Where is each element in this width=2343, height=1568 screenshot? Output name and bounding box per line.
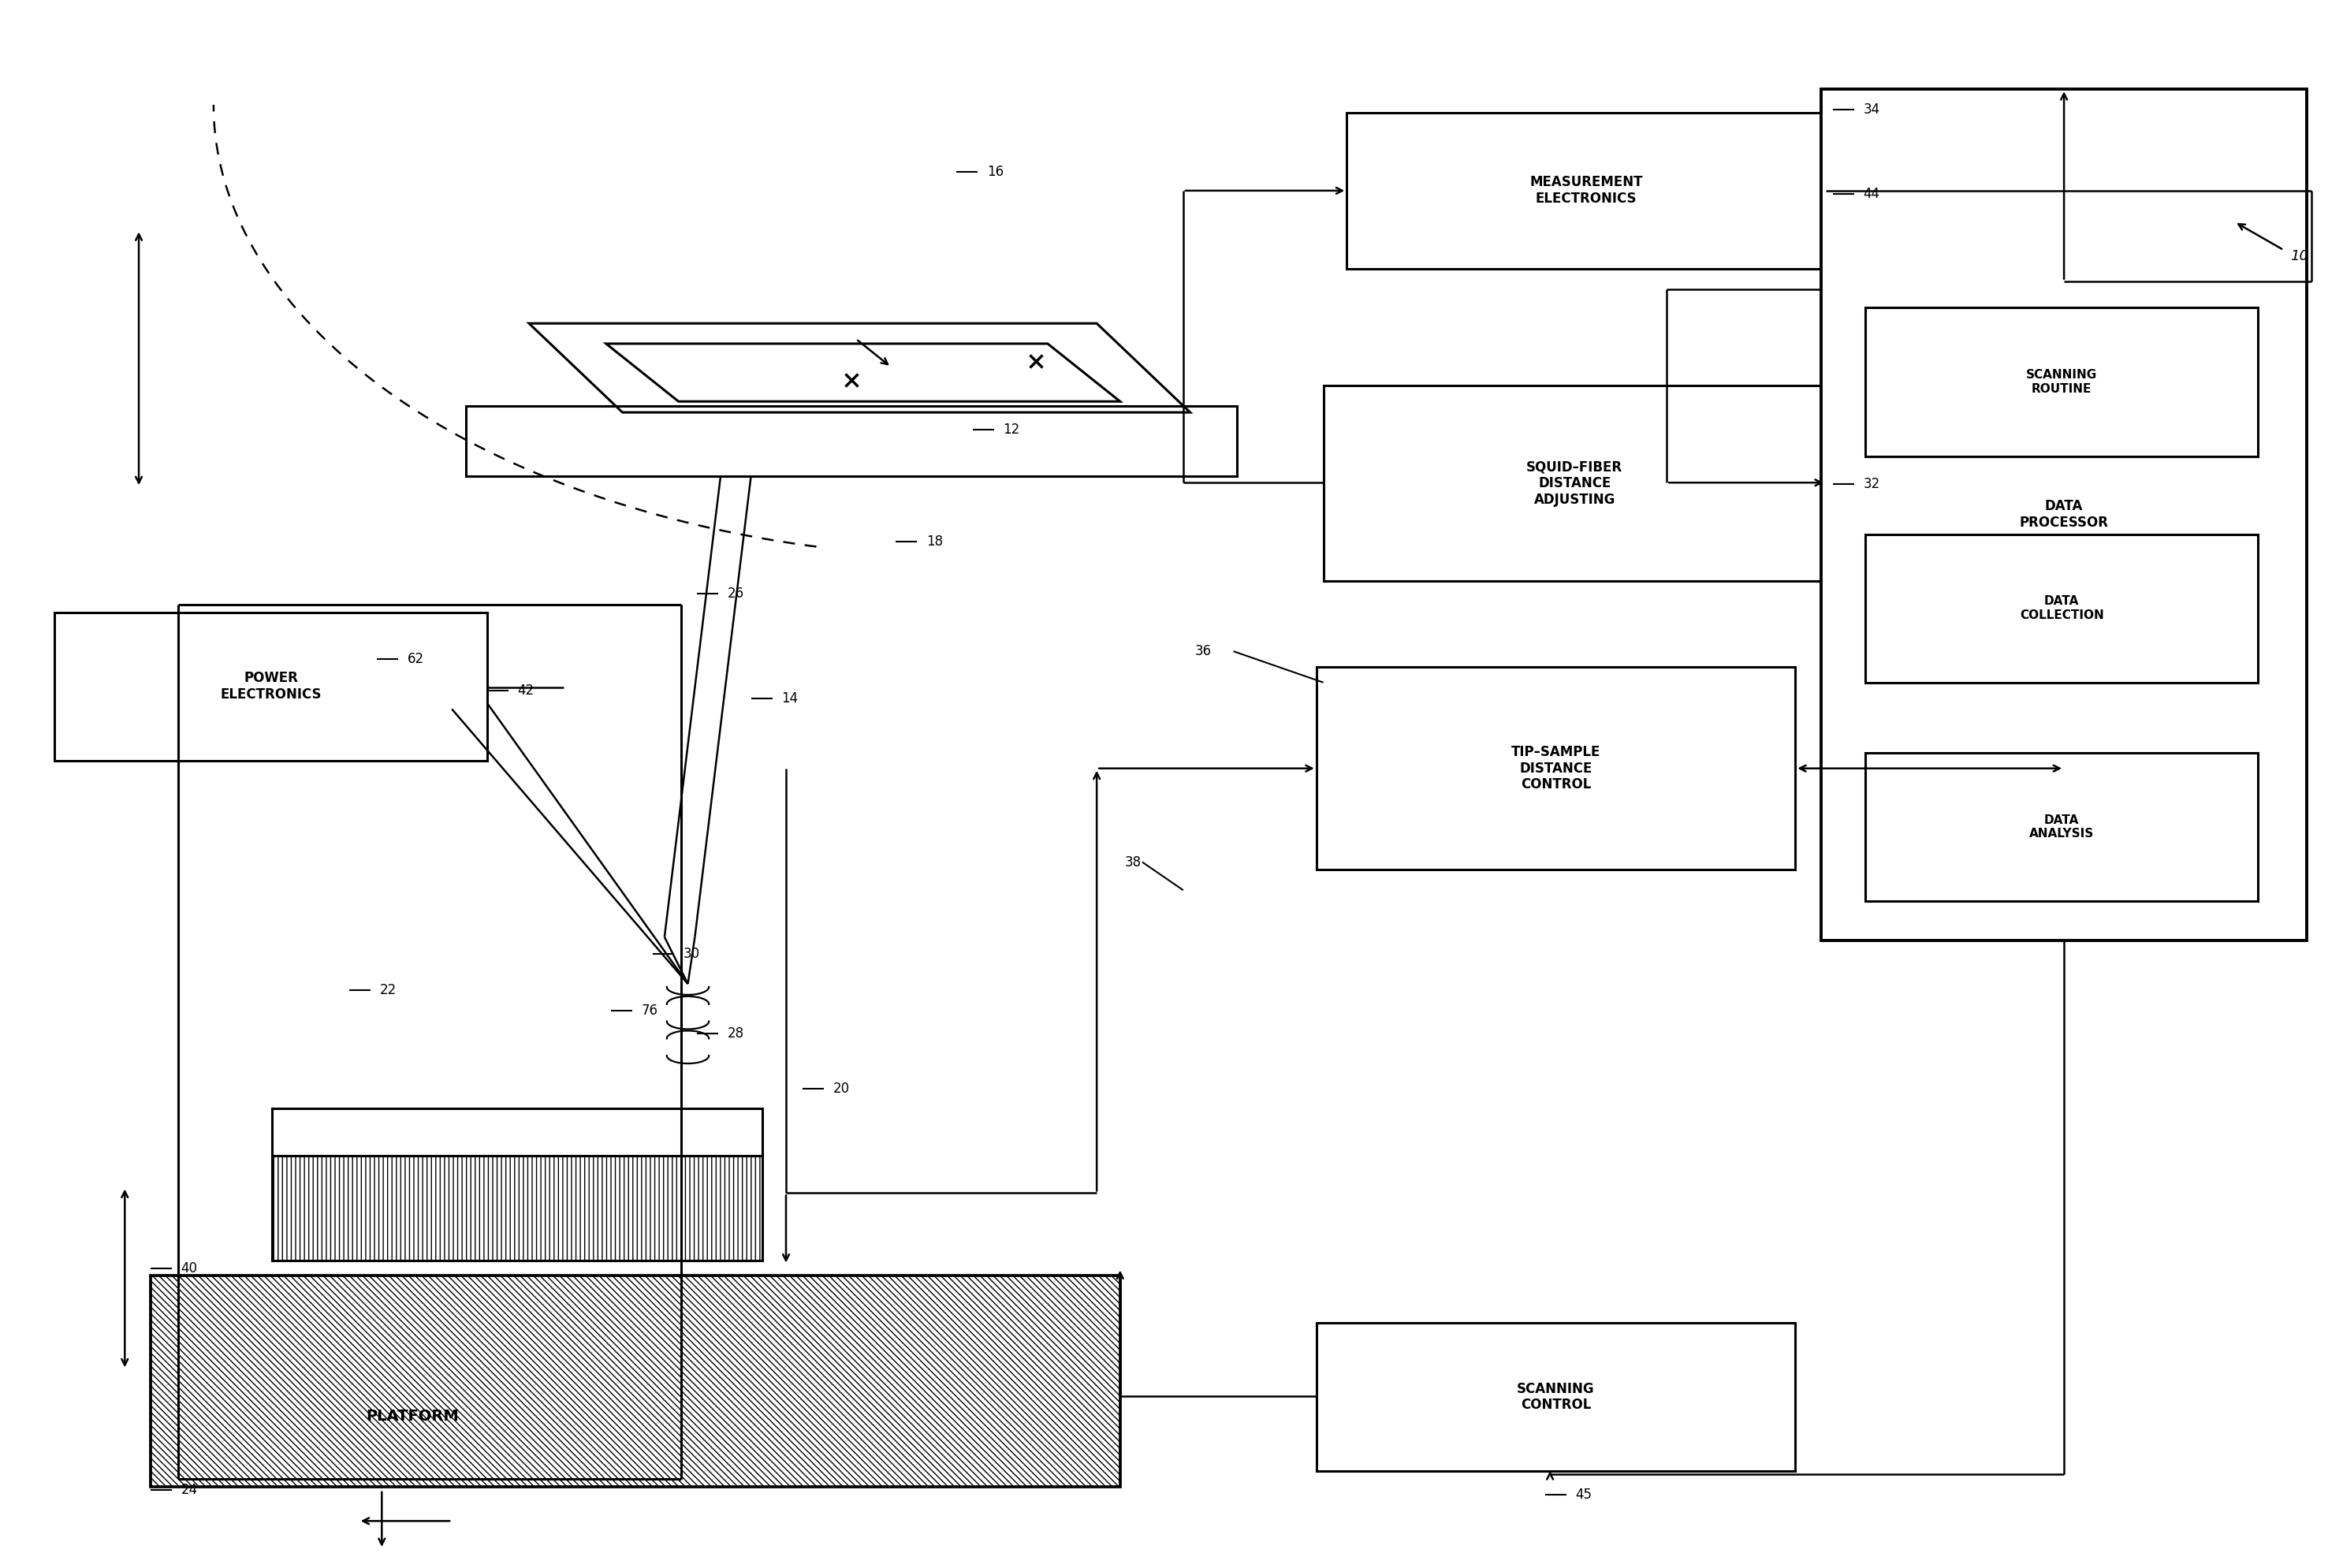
Text: 24: 24 xyxy=(180,1483,197,1497)
Text: 16: 16 xyxy=(986,165,1003,179)
Bar xyxy=(54,612,487,760)
Text: 10: 10 xyxy=(2291,249,2308,263)
Text: 12: 12 xyxy=(1003,422,1019,436)
Bar xyxy=(1317,1323,1795,1471)
Text: 44: 44 xyxy=(1863,187,1879,201)
Text: 45: 45 xyxy=(1577,1488,1593,1502)
Text: 14: 14 xyxy=(780,691,799,706)
Text: SQUID–FIBER
DISTANCE
ADJUSTING: SQUID–FIBER DISTANCE ADJUSTING xyxy=(1525,459,1624,506)
Text: 42: 42 xyxy=(518,684,534,698)
Text: 20: 20 xyxy=(832,1082,851,1096)
Text: DATA
PROCESSOR: DATA PROCESSOR xyxy=(2020,499,2109,530)
Text: 18: 18 xyxy=(925,535,942,549)
Text: TIP–SAMPLE
DISTANCE
CONTROL: TIP–SAMPLE DISTANCE CONTROL xyxy=(1511,745,1600,792)
Text: 28: 28 xyxy=(729,1027,745,1041)
Text: 26: 26 xyxy=(729,586,745,601)
Text: 62: 62 xyxy=(408,652,424,666)
Bar xyxy=(1317,666,1795,870)
Text: 30: 30 xyxy=(684,947,701,961)
Text: 36: 36 xyxy=(1195,644,1211,659)
Bar xyxy=(1347,113,1825,268)
Text: 32: 32 xyxy=(1863,477,1879,491)
Text: 76: 76 xyxy=(642,1004,658,1018)
Text: SCANNING
CONTROL: SCANNING CONTROL xyxy=(1516,1381,1596,1413)
Bar xyxy=(1324,386,1825,582)
Text: DATA
ANALYSIS: DATA ANALYSIS xyxy=(2029,814,2095,840)
Text: POWER
ELECTRONICS: POWER ELECTRONICS xyxy=(220,671,321,702)
Bar xyxy=(272,1109,761,1156)
Text: DATA
COLLECTION: DATA COLLECTION xyxy=(2020,596,2104,621)
Bar xyxy=(1865,753,2259,902)
Bar xyxy=(150,1276,1120,1486)
Text: 34: 34 xyxy=(1863,102,1879,116)
Text: 38: 38 xyxy=(1125,855,1141,869)
Bar xyxy=(1865,307,2259,456)
Bar xyxy=(272,1156,761,1261)
Text: SCANNING
ROUTINE: SCANNING ROUTINE xyxy=(2027,368,2097,395)
Text: PLATFORM: PLATFORM xyxy=(366,1410,459,1424)
Bar xyxy=(1821,89,2308,941)
Text: 22: 22 xyxy=(380,983,396,997)
Bar xyxy=(1865,535,2259,682)
Text: MEASUREMENT
ELECTRONICS: MEASUREMENT ELECTRONICS xyxy=(1530,176,1642,205)
Text: 40: 40 xyxy=(180,1261,197,1275)
